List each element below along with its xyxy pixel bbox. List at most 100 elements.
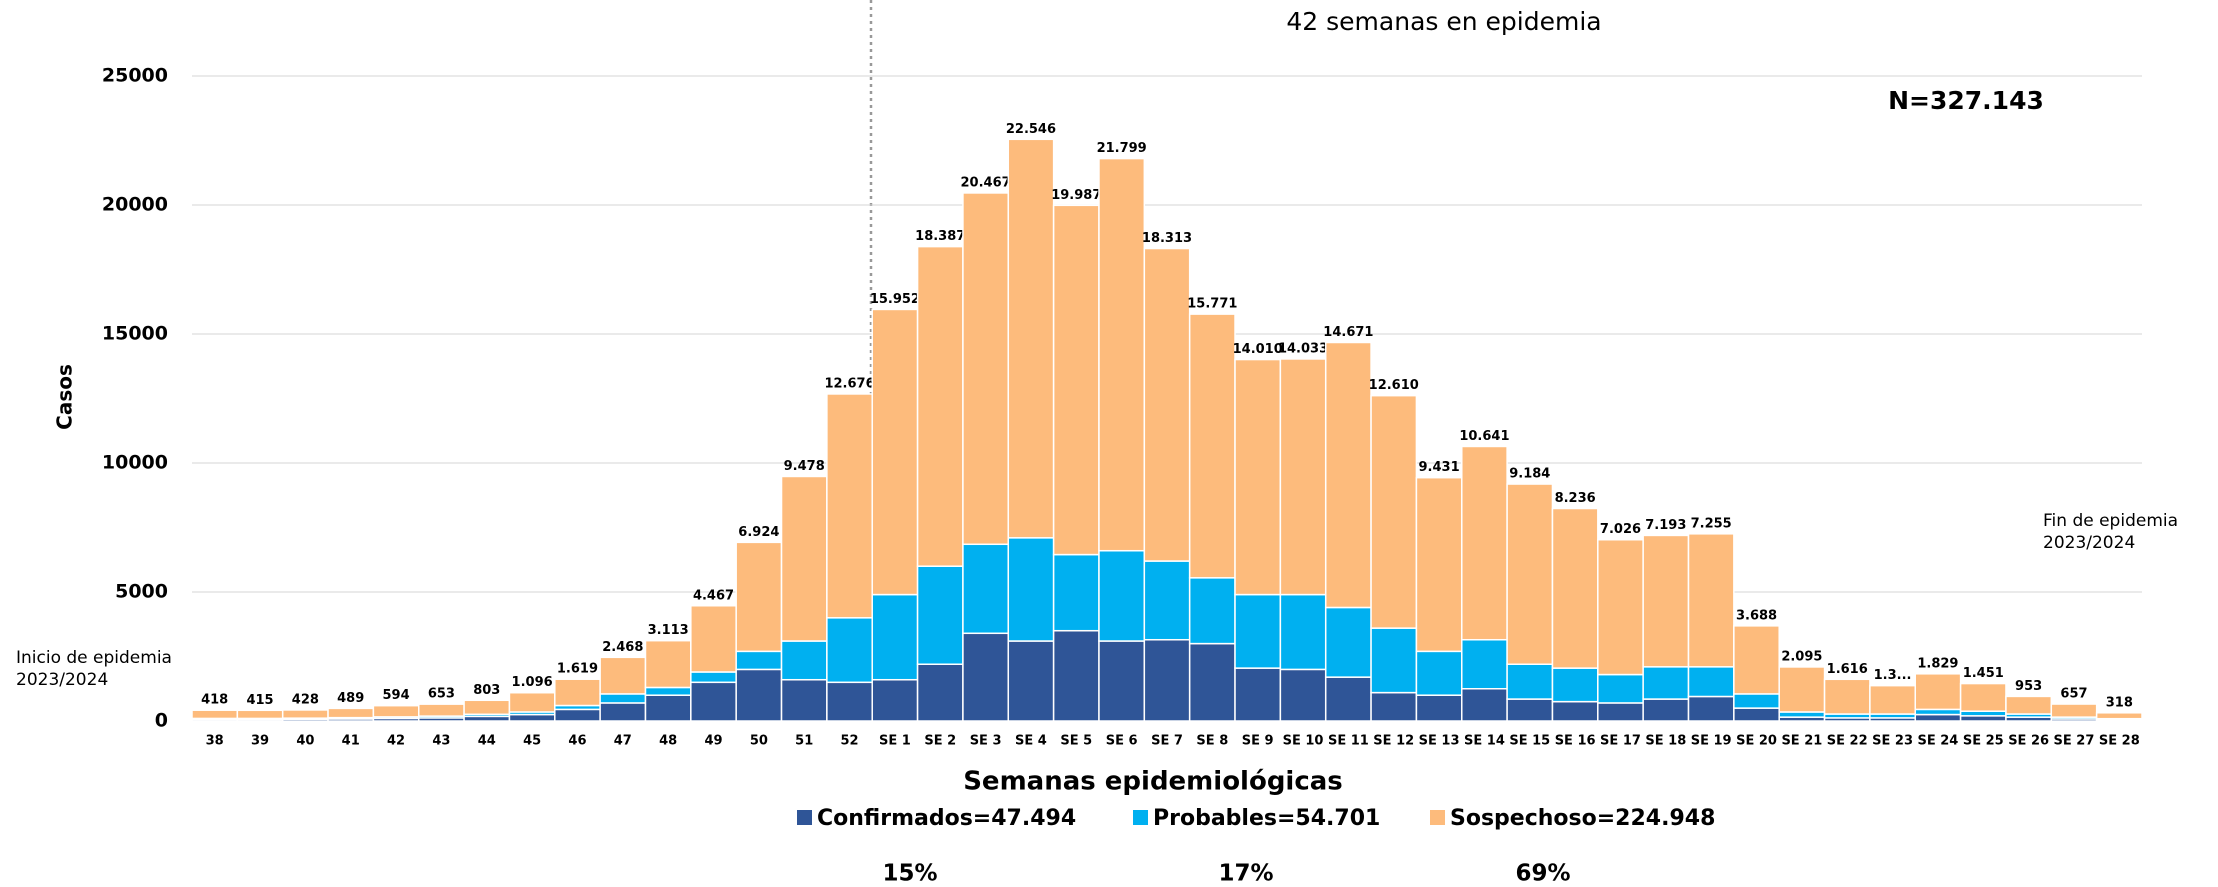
x-tick-label: SE 23 bbox=[1872, 734, 1913, 749]
x-tick-label: SE 22 bbox=[1827, 734, 1868, 749]
share-label: 15% bbox=[882, 861, 937, 887]
x-tick-label: SE 19 bbox=[1691, 734, 1732, 749]
bar-segment bbox=[1778, 666, 1826, 713]
bar-segment bbox=[1052, 629, 1100, 722]
bar-segment bbox=[1551, 700, 1599, 722]
x-tick-label: SE 10 bbox=[1283, 734, 1324, 749]
x-tick-label: SE 4 bbox=[1015, 734, 1047, 749]
total-label: 9.478 bbox=[784, 459, 825, 474]
bar-segment bbox=[1188, 577, 1236, 645]
total-label: 1.451 bbox=[1963, 666, 2004, 681]
bar-segment bbox=[1914, 713, 1962, 722]
x-tick-label: SE 26 bbox=[2008, 734, 2049, 749]
bar-segment bbox=[1914, 673, 1962, 711]
bar-segment bbox=[599, 656, 647, 695]
total-label: 21.799 bbox=[1097, 141, 1147, 156]
x-tick-label: 48 bbox=[659, 734, 677, 749]
bar-segment bbox=[191, 709, 239, 720]
bar-segment bbox=[1597, 538, 1644, 676]
total-label: 415 bbox=[246, 693, 273, 708]
share-label: 17% bbox=[1218, 861, 1273, 887]
bar-segment bbox=[735, 541, 783, 653]
bar-segment bbox=[1324, 341, 1372, 609]
legend-swatch bbox=[797, 810, 812, 825]
total-label: 7.193 bbox=[1645, 518, 1686, 533]
bar-segment bbox=[1869, 684, 1917, 715]
bar-segment bbox=[554, 708, 601, 722]
bar-segment bbox=[871, 678, 919, 722]
bar-segment bbox=[1687, 533, 1735, 668]
total-label: 803 bbox=[473, 683, 500, 698]
bar-segment bbox=[780, 475, 828, 642]
x-tick-label: 49 bbox=[704, 734, 722, 749]
bar-segment bbox=[962, 632, 1010, 722]
bar-segment bbox=[1370, 627, 1418, 694]
bar-segment bbox=[1597, 702, 1644, 722]
total-n: N=327.143 bbox=[1888, 86, 2044, 115]
total-label: 1.3... bbox=[1874, 668, 1912, 683]
bar-segment bbox=[1324, 606, 1372, 678]
legend-swatch bbox=[1430, 810, 1445, 825]
total-label: 20.467 bbox=[961, 175, 1011, 190]
y-tick-label: 5000 bbox=[115, 581, 168, 603]
bar-segment bbox=[1324, 676, 1372, 722]
total-label: 7.255 bbox=[1691, 516, 1732, 531]
bar-segment bbox=[644, 639, 692, 689]
bar-segment bbox=[1370, 394, 1418, 629]
y-tick-label: 15000 bbox=[102, 323, 168, 345]
bar-segment bbox=[1052, 204, 1100, 556]
bar-segment bbox=[735, 650, 783, 671]
annotation: 2023/2024 bbox=[2043, 533, 2135, 553]
x-tick-label: SE 13 bbox=[1419, 734, 1460, 749]
bar-segment bbox=[780, 678, 828, 722]
x-tick-label: SE 12 bbox=[1373, 734, 1414, 749]
total-label: 15.952 bbox=[870, 292, 920, 307]
bar-segment bbox=[1007, 640, 1055, 722]
bar-segment bbox=[1098, 640, 1146, 722]
bar-segment bbox=[1823, 678, 1871, 715]
bar-segment bbox=[1687, 666, 1735, 698]
bar-segment bbox=[962, 192, 1010, 546]
bar-segment bbox=[1098, 549, 1146, 642]
x-tick-label: SE 11 bbox=[1328, 734, 1369, 749]
x-tick-label: 43 bbox=[432, 734, 450, 749]
total-label: 1.096 bbox=[512, 675, 553, 690]
y-tick-label: 20000 bbox=[102, 194, 168, 216]
x-tick-label: SE 15 bbox=[1509, 734, 1550, 749]
bar-segment bbox=[281, 709, 329, 719]
chart-title: 42 semanas en epidemia bbox=[1286, 7, 1601, 36]
bar-segment bbox=[1143, 560, 1191, 641]
x-tick-label: 50 bbox=[750, 734, 768, 749]
total-label: 18.387 bbox=[915, 229, 965, 244]
x-tick-label: 41 bbox=[342, 734, 360, 749]
bar-segment bbox=[1461, 688, 1508, 722]
x-tick-label: SE 8 bbox=[1196, 734, 1228, 749]
bar-segment bbox=[1143, 638, 1191, 722]
total-label: 14.033 bbox=[1278, 341, 1328, 356]
total-label: 318 bbox=[2106, 695, 2133, 710]
total-label: 7.026 bbox=[1600, 522, 1641, 537]
total-label: 594 bbox=[382, 688, 409, 703]
total-label: 9.431 bbox=[1419, 460, 1460, 475]
bar-segment bbox=[1415, 650, 1463, 696]
total-label: 1.616 bbox=[1827, 662, 1868, 677]
bar-segment bbox=[1506, 663, 1554, 700]
bar-segment bbox=[1279, 358, 1327, 596]
legend-label: Sospechoso=224.948 bbox=[1450, 806, 1715, 831]
total-label: 489 bbox=[337, 691, 364, 706]
bar-segment bbox=[690, 605, 737, 673]
bar-segment bbox=[916, 565, 964, 665]
x-tick-label: SE 2 bbox=[924, 734, 956, 749]
x-tick-label: 44 bbox=[478, 734, 496, 749]
x-tick-label: SE 6 bbox=[1106, 734, 1138, 749]
total-label: 3.688 bbox=[1736, 608, 1777, 623]
bar-segment bbox=[1733, 625, 1780, 695]
bar-segment bbox=[236, 709, 284, 720]
x-tick-label: 47 bbox=[614, 734, 632, 749]
x-axis-title: Semanas epidemiológicas bbox=[963, 767, 1343, 797]
bar-segment bbox=[690, 681, 737, 722]
bar-segment bbox=[690, 671, 737, 684]
bar-segment bbox=[1007, 138, 1055, 539]
total-label: 1.619 bbox=[557, 662, 598, 677]
